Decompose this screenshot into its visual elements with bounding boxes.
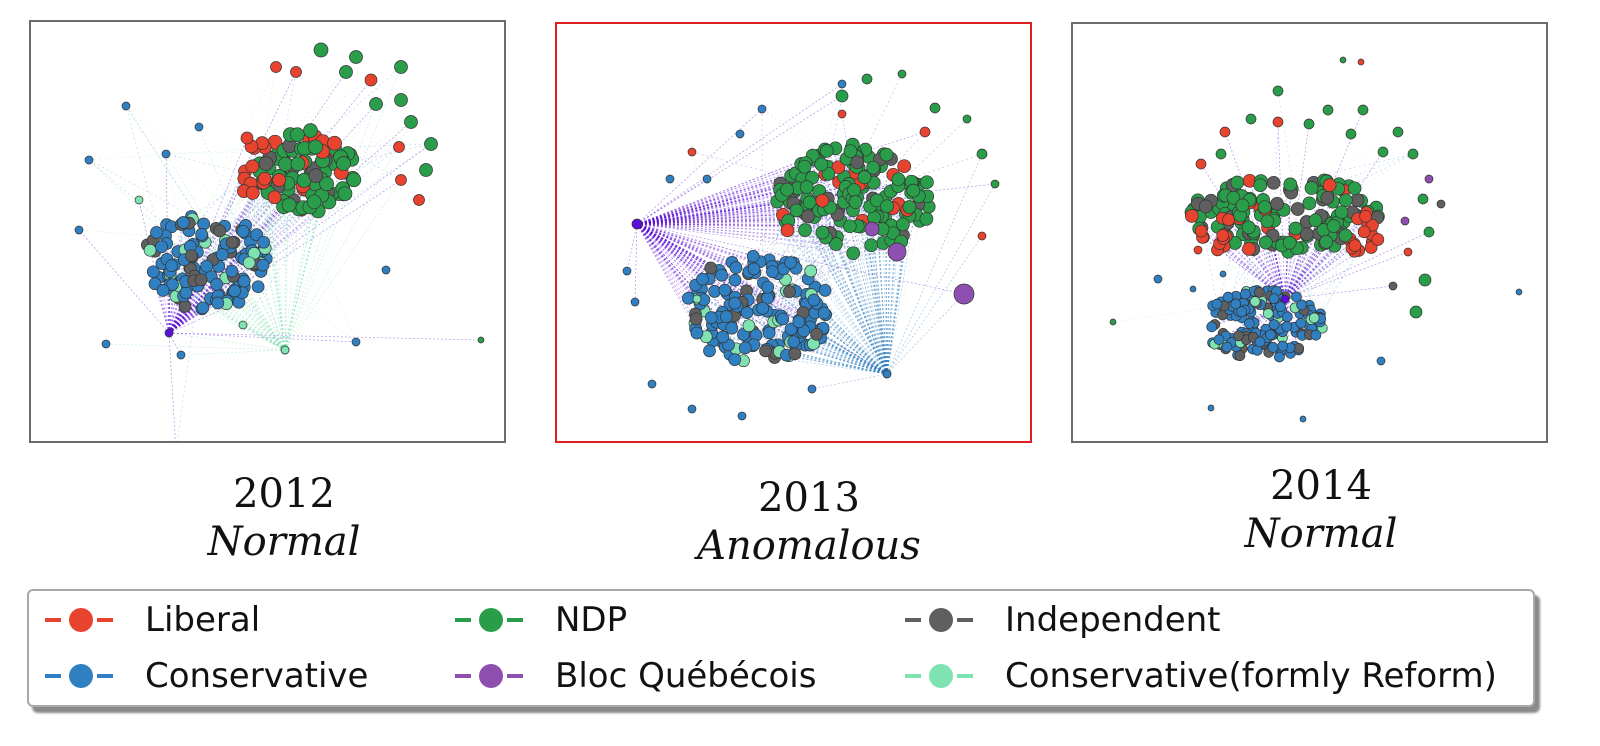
network-panel-2013 [555,22,1032,443]
network-graph-2014 [1109,56,1523,423]
legend-label-liberal: Liberal [145,600,261,640]
legend-marker-ndp [455,608,527,632]
legend-marker-bloc-quebecois [455,664,527,688]
legend-marker-conservative [45,664,117,688]
legend-item-bloc-quebecois: Bloc Québécois [453,651,816,701]
network-panel-2012 [29,20,506,443]
caption-status-2012: Normal [207,519,361,565]
legend-label-bloc-quebecois: Bloc Québécois [555,656,817,696]
caption-2014: 2014 Normal [1121,462,1521,558]
legend-item-liberal: Liberal [43,595,260,645]
legend-label-independent: Independent [1005,600,1221,640]
legend-label-conservative-reform: Conservative(formly Reform) [1005,656,1497,696]
network-panel-2014 [1071,22,1548,443]
legend-label-conservative: Conservative [145,656,369,696]
legend-label-ndp: NDP [555,600,628,640]
caption-status-2014: Normal [1244,511,1398,557]
party-legend: Liberal NDP Independent Conservative Blo… [27,589,1535,707]
network-graph-2012 [74,42,485,441]
legend-item-conservative: Conservative [43,651,368,701]
legend-marker-liberal [45,608,117,632]
caption-year-2014: 2014 [1270,463,1372,509]
caption-2013: 2013 Anomalous [609,474,1009,570]
legend-item-independent: Independent [903,595,1221,645]
caption-year-2012: 2012 [233,471,335,517]
legend-item-ndp: NDP [453,595,627,645]
legend-marker-independent [905,608,977,632]
caption-year-2013: 2013 [758,475,860,521]
caption-2012: 2012 Normal [84,470,484,566]
legend-marker-conservative-reform [905,664,977,688]
legend-item-conservative-reform: Conservative(formly Reform) [903,651,1497,701]
network-graph-2013 [622,69,1000,421]
caption-status-2013: Anomalous [697,523,921,569]
